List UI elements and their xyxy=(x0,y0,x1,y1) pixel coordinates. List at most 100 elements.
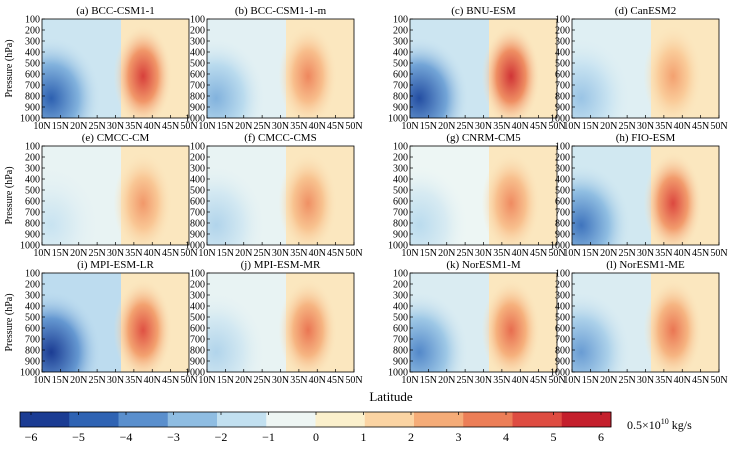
y-tick-label: 1000 xyxy=(388,368,408,379)
negative-core xyxy=(572,36,632,118)
positive-core xyxy=(278,278,338,372)
panel-field xyxy=(207,273,354,372)
x-tick-label: 20N xyxy=(600,375,617,386)
y-tick-label: 900 xyxy=(555,357,570,368)
negative-core xyxy=(207,36,267,118)
colorbar-tick-label: −3 xyxy=(167,430,180,444)
y-tick-label: 500 xyxy=(190,59,205,70)
colorbar-frame xyxy=(19,411,612,428)
y-tick-label: 500 xyxy=(393,313,408,324)
x-tick-label: 10N xyxy=(401,121,418,132)
y-tick-label: 100 xyxy=(393,269,408,280)
y-tick-label: 400 xyxy=(393,175,408,186)
x-tick-label: 45N xyxy=(530,375,547,386)
x-tick-label: 10N xyxy=(33,248,50,259)
panel-field xyxy=(410,146,557,245)
y-tick-label: 400 xyxy=(190,48,205,59)
x-tick-label: 25N xyxy=(457,375,474,386)
x-tick-label: 10N xyxy=(563,248,580,259)
positive-core xyxy=(113,278,173,372)
y-tick-label: 200 xyxy=(190,280,205,291)
y-tick-label: 900 xyxy=(190,357,205,368)
x-tick-label: 40N xyxy=(512,375,529,386)
x-tick-label: 45N xyxy=(327,375,344,386)
x-tick-label: 40N xyxy=(512,121,529,132)
y-tick-label: 700 xyxy=(25,81,40,92)
x-tick-label: 25N xyxy=(457,248,474,259)
x-tick-label: 50N xyxy=(345,121,362,132)
y-tick-label: 100 xyxy=(393,15,408,26)
panel: (b) BCC-CSM1-1-m 100200300400500600700800… xyxy=(185,5,363,132)
panel-title: (j) MPI-ESM-MR xyxy=(241,259,321,271)
y-tick-label: 200 xyxy=(555,26,570,37)
y-tick-label: 300 xyxy=(393,291,408,302)
positive-core xyxy=(643,24,703,118)
x-tick-label: 45N xyxy=(530,121,547,132)
y-tick-label: 500 xyxy=(555,59,570,70)
x-tick-label: 20N xyxy=(235,248,252,259)
y-tick-label: 600 xyxy=(555,70,570,81)
positive-core xyxy=(113,24,173,118)
y-axis-label: Pressure (hPa) xyxy=(4,166,15,224)
colorbar-segment xyxy=(217,412,267,427)
x-tick-label: 15N xyxy=(52,121,69,132)
panel-title: (l) NorESM1-ME xyxy=(606,259,685,271)
x-tick-label: 50N xyxy=(710,248,727,259)
x-tick-label: 20N xyxy=(438,248,455,259)
y-tick-label: 800 xyxy=(190,346,205,357)
panel: (f) CMCC-CMS1002003004005006007008009001… xyxy=(185,132,363,259)
y-tick-label: 600 xyxy=(25,324,40,335)
x-tick-label: 25N xyxy=(254,121,271,132)
panel-title: (k) NorESM1-M xyxy=(446,259,520,271)
panel-field xyxy=(572,146,719,245)
colorbar: −6 −5 −4 −3 −2 −1 0 1 2 3 4 5 6 xyxy=(19,411,612,444)
x-tick-label: 10N xyxy=(401,248,418,259)
y-tick-label: 200 xyxy=(555,153,570,164)
y-tick-label: 1000 xyxy=(388,241,408,252)
y-tick-label: 300 xyxy=(190,164,205,175)
colorbar-segment xyxy=(266,412,316,427)
y-tick-label: 1000 xyxy=(20,114,40,125)
x-tick-label: 45N xyxy=(327,121,344,132)
panel-field xyxy=(42,19,189,118)
y-tick-label: 300 xyxy=(555,37,570,48)
y-tick-label: 400 xyxy=(25,302,40,313)
y-tick-label: 700 xyxy=(25,335,40,346)
y-tick-label: 200 xyxy=(25,280,40,291)
x-tick-label: 30N xyxy=(272,375,289,386)
x-tick-label: 35N xyxy=(493,248,510,259)
positive-core xyxy=(113,151,173,245)
x-tick-label: 30N xyxy=(272,121,289,132)
x-tick-label: 30N xyxy=(637,121,654,132)
x-tick-label: 35N xyxy=(655,121,672,132)
y-tick-label: 500 xyxy=(555,186,570,197)
colorbar-tick-label: −5 xyxy=(72,430,85,444)
x-tick-label: 15N xyxy=(420,375,437,386)
y-tick-label: 400 xyxy=(555,175,570,186)
y-tick-label: 500 xyxy=(25,186,40,197)
y-tick-label: 200 xyxy=(393,26,408,37)
x-tick-label: 35N xyxy=(655,248,672,259)
x-tick-label: 10N xyxy=(33,375,50,386)
colorbar-label-exponent: 10 xyxy=(661,417,669,426)
panel-title: (e) CMCC-CM xyxy=(82,132,150,144)
y-tick-label: 100 xyxy=(190,142,205,153)
x-axis-label: Latitude xyxy=(369,389,413,404)
y-tick-label: 300 xyxy=(190,37,205,48)
y-tick-label: 100 xyxy=(25,269,40,280)
y-tick-label: 800 xyxy=(555,346,570,357)
colorbar-tick-label: 5 xyxy=(551,430,557,444)
colorbar-label-suffix: kg/s xyxy=(669,418,692,432)
x-tick-label: 30N xyxy=(637,375,654,386)
x-tick-label: 50N xyxy=(548,248,565,259)
panel-field xyxy=(410,273,557,372)
y-tick-label: 400 xyxy=(555,48,570,59)
x-tick-label: 35N xyxy=(125,248,142,259)
y-tick-label: 600 xyxy=(393,70,408,81)
y-tick-label: 800 xyxy=(25,346,40,357)
panel: (h) FIO-ESM10020030040050060070080090010… xyxy=(550,132,728,259)
y-tick-label: 700 xyxy=(190,335,205,346)
x-tick-label: 45N xyxy=(692,121,709,132)
y-tick-label: 800 xyxy=(393,92,408,103)
y-tick-label: 900 xyxy=(25,230,40,241)
